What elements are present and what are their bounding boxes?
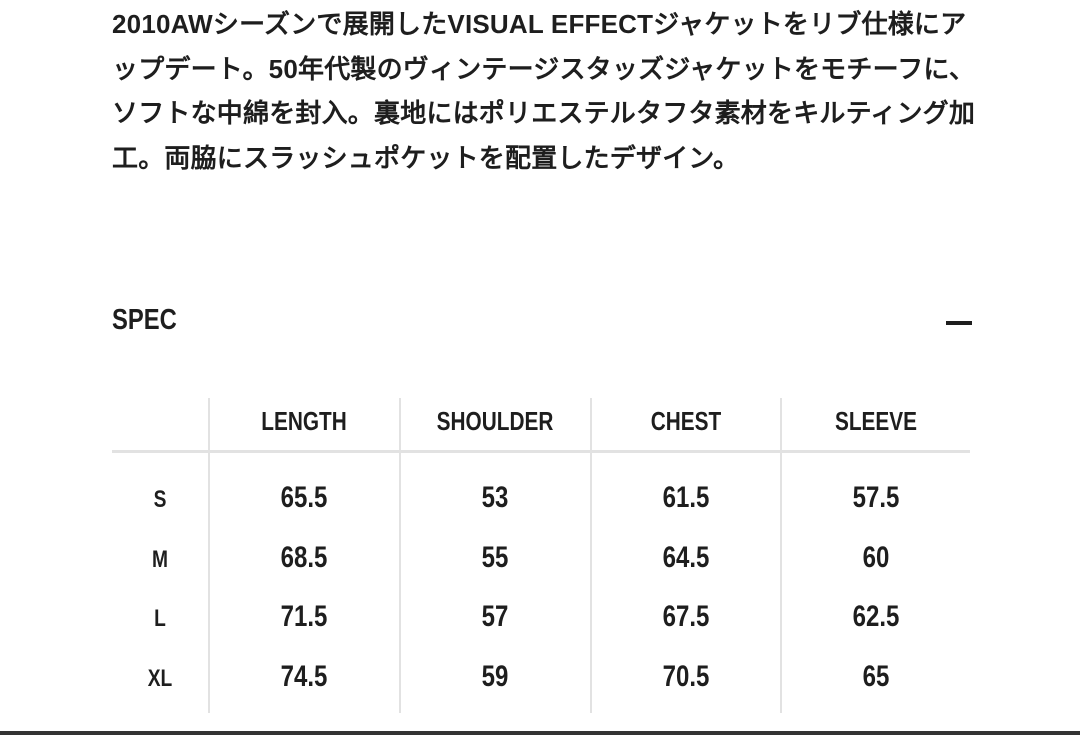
table-cell: 65 xyxy=(862,660,890,693)
column-header: SHOULDER xyxy=(436,406,554,436)
size-label: L xyxy=(154,605,166,632)
table-cell: 67.5 xyxy=(662,600,710,633)
table-cell: 65.5 xyxy=(280,481,328,514)
size-label: S xyxy=(153,486,167,513)
table-cell: 70.5 xyxy=(662,660,710,693)
bottom-border xyxy=(0,731,1080,735)
size-label: M xyxy=(152,546,168,573)
column-divider xyxy=(399,398,401,713)
table-cell: 57 xyxy=(481,600,509,633)
size-spec-table: LENGTH SHOULDER CHEST SLEEVE S 65.5 53 61.5 57.5… xyxy=(112,398,970,713)
column-divider xyxy=(590,398,592,713)
column-header: LENGTH xyxy=(261,406,347,436)
table-cell: 62.5 xyxy=(852,600,900,633)
column-divider xyxy=(780,398,782,713)
column-header: SLEEVE xyxy=(834,406,918,436)
product-description: 2010AWシーズンで展開したVISUAL EFFECTジャケットをリブ仕様にア… xyxy=(112,9,976,173)
table-cell: 71.5 xyxy=(280,600,328,633)
minus-icon[interactable] xyxy=(946,321,972,325)
size-label: XL xyxy=(147,665,173,692)
table-cell: 61.5 xyxy=(662,481,710,514)
table-cell: 57.5 xyxy=(852,481,900,514)
table-cell: 53 xyxy=(481,481,509,514)
table-cell: 59 xyxy=(481,660,509,693)
table-cell: 64.5 xyxy=(662,541,710,574)
column-header: CHEST xyxy=(650,406,722,436)
table-cell: 55 xyxy=(481,541,509,574)
column-divider xyxy=(208,398,210,713)
table-cell: 68.5 xyxy=(280,541,328,574)
table-cell: 60 xyxy=(862,541,890,574)
header-divider xyxy=(112,450,970,453)
spec-heading: SPEC xyxy=(112,304,177,336)
table-cell: 74.5 xyxy=(280,660,328,693)
